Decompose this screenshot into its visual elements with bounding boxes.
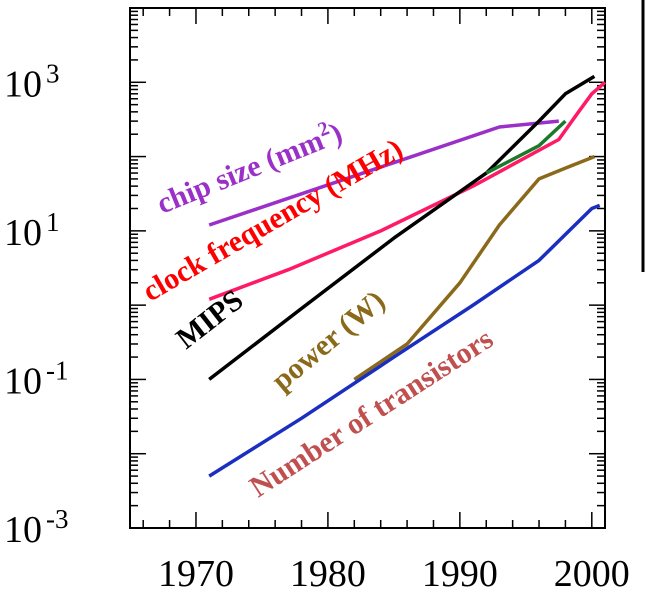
y-tick-label: 10 1	[4, 207, 60, 254]
series-label-5: Number of transistors	[244, 322, 499, 504]
series-line-5	[208, 203, 601, 478]
series-lines	[208, 74, 607, 478]
y-tick-label: 10 -1	[4, 355, 69, 402]
plot-border	[129, 7, 606, 529]
plot-frame	[129, 0, 645, 529]
y-axis-ticks	[130, 10, 605, 529]
x-tick-label: 2000	[554, 553, 630, 595]
series-labels: chip size (mm2)clock frequency (MHz)MIPS…	[137, 116, 499, 504]
y-tick-label: 10 -3	[4, 504, 69, 551]
x-axis-ticks	[142, 8, 593, 528]
series-line-4	[353, 154, 596, 381]
series-line-3	[485, 119, 567, 175]
series-label-2: MIPS	[170, 283, 249, 355]
series-line-1	[208, 80, 607, 301]
x-tick-label: 1970	[158, 553, 234, 595]
x-tick-label: 1990	[422, 553, 498, 595]
y-tick-label: 10 3	[4, 58, 60, 105]
series-label-4: power (W)	[265, 284, 391, 397]
x-tick-label: 1980	[290, 553, 366, 595]
x-tick-labels: 1970 1980 1990 2000	[158, 553, 630, 595]
